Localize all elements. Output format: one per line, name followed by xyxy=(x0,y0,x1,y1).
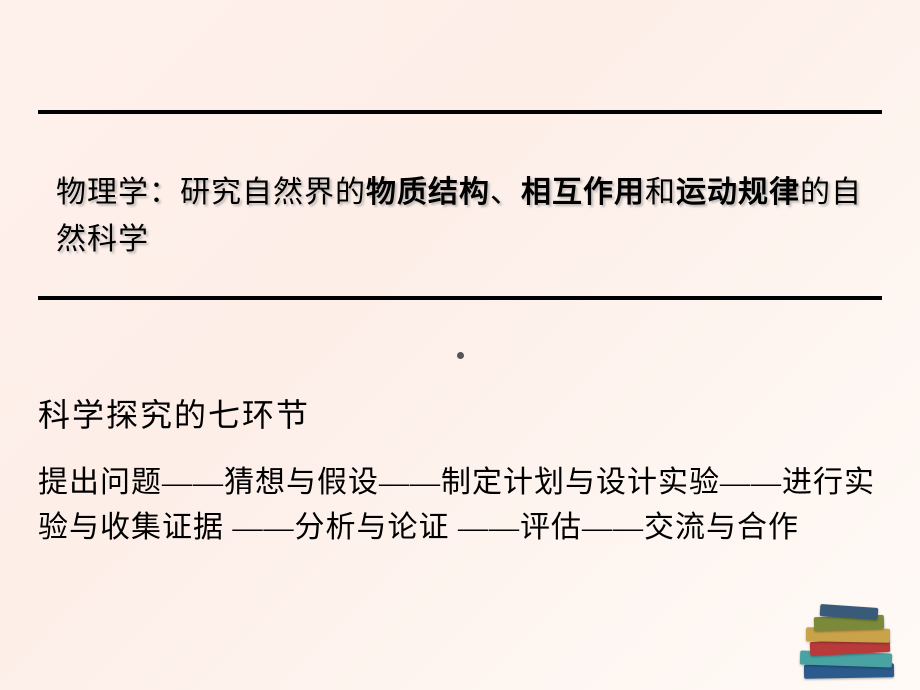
def-prefix: 物理学：研究自然界的 xyxy=(56,176,366,209)
definition-text: 物理学：研究自然界的物质结构、相互作用和运动规律的自然科学 xyxy=(56,170,864,263)
def-bold-2: 相互作用 xyxy=(521,176,645,209)
def-mid: 和 xyxy=(645,176,676,209)
center-dot-icon xyxy=(457,352,464,359)
books-illustration xyxy=(792,598,902,678)
def-sep-1: 、 xyxy=(490,176,521,209)
steps-text: 提出问题——猜想与假设——制定计划与设计实验——进行实验与收集证据 ——分析与论… xyxy=(38,460,882,550)
definition-box: 物理学：研究自然界的物质结构、相互作用和运动规律的自然科学 xyxy=(38,110,882,300)
def-bold-3: 运动规律 xyxy=(676,176,800,209)
section-title: 科学探究的七环节 xyxy=(38,390,310,436)
def-bold-1: 物质结构 xyxy=(366,176,490,209)
